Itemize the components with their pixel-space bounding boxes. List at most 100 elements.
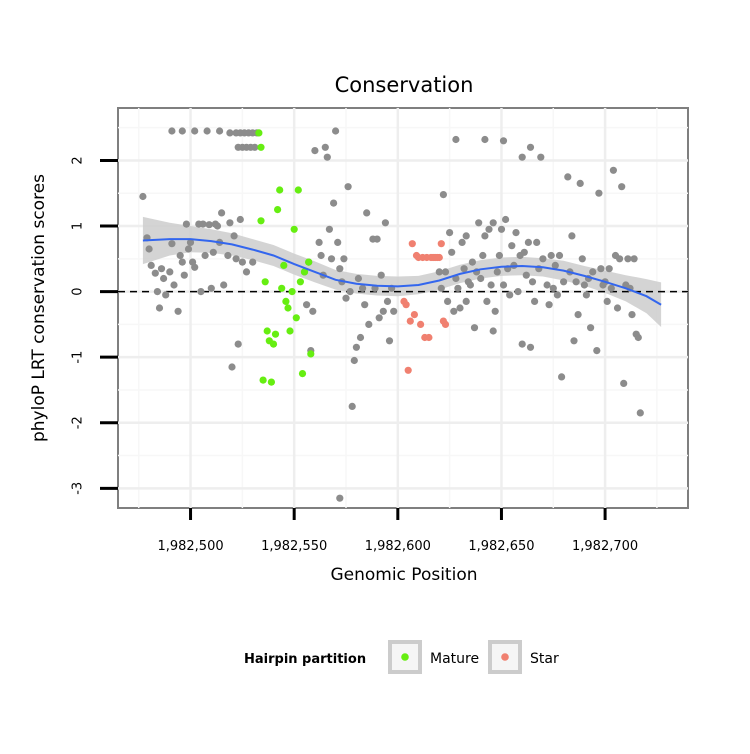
data-point-other [526, 143, 535, 151]
data-point-other [493, 268, 501, 276]
data-point-other [568, 232, 576, 240]
grid-lines [118, 108, 688, 508]
data-point-other [377, 271, 385, 279]
data-point-mature [296, 278, 304, 286]
data-point-other [147, 261, 155, 269]
data-point-other [487, 281, 495, 289]
data-point-mature [269, 340, 278, 348]
data-point-mature [307, 350, 315, 358]
data-point-mature [282, 297, 290, 305]
data-point-mature [305, 258, 313, 266]
data-point-other [216, 127, 224, 135]
data-point-other [636, 409, 644, 417]
data-point-other [230, 232, 238, 240]
data-point-other [499, 281, 508, 289]
data-point-other [582, 291, 591, 299]
data-point-other [555, 251, 564, 260]
data-point-other [553, 291, 562, 299]
x-tick-label: 1,982,550 [261, 539, 327, 554]
data-point-other [551, 261, 559, 269]
data-point-other [545, 301, 553, 309]
data-point-other [502, 215, 510, 224]
data-point-other [342, 294, 350, 302]
data-point-other [448, 248, 456, 256]
data-point-mature [267, 378, 275, 386]
data-point-other [481, 232, 489, 240]
data-point-mature [255, 129, 263, 137]
data-point-other [197, 288, 205, 296]
data-point-other [578, 255, 586, 263]
data-point-other [439, 191, 447, 199]
data-point-other [512, 229, 520, 237]
data-point-other [383, 297, 392, 305]
data-point-other [315, 238, 323, 246]
y-tick-label: 2 [71, 156, 86, 164]
data-point-other [456, 304, 464, 312]
data-point-other [162, 291, 170, 299]
data-point-mature [300, 268, 309, 276]
data-point-other [249, 258, 257, 266]
data-point-other [218, 209, 226, 217]
data-point-other [220, 281, 228, 289]
data-point-other [174, 307, 182, 315]
y-tick-label: -2 [71, 416, 86, 429]
x-tick-label: 1,982,700 [572, 539, 638, 554]
data-point-other [332, 127, 340, 135]
data-point-other [506, 291, 514, 299]
data-point-star [417, 320, 425, 328]
data-point-other [564, 173, 572, 181]
data-point-other [630, 255, 638, 263]
data-point-other [495, 251, 503, 260]
data-point-other [526, 343, 535, 351]
data-point-mature [288, 288, 296, 296]
x-tick-label: 1,982,500 [157, 539, 223, 554]
data-point-other [475, 219, 483, 227]
data-point-other [168, 240, 176, 248]
y-tick-label: -1 [71, 351, 86, 364]
data-point-other [624, 255, 632, 263]
legend: Hairpin partition Mature Star [244, 640, 559, 674]
smooth-ci-band [142, 216, 662, 327]
data-point-other [178, 127, 186, 135]
data-point-mature [261, 278, 269, 286]
data-point-other [354, 274, 362, 283]
legend-label-mature: Mature [430, 651, 479, 667]
plot-area [117, 107, 689, 509]
data-point-star [406, 317, 414, 325]
data-point-other [352, 343, 360, 351]
data-point-other [356, 333, 365, 342]
data-point-other [539, 255, 547, 263]
data-point-other [309, 307, 317, 315]
data-point-other [508, 242, 516, 250]
data-point-other [616, 255, 624, 263]
data-point-other [543, 281, 551, 289]
data-point-other [547, 251, 555, 260]
data-point-other [628, 311, 636, 319]
legend-label-star: Star [530, 651, 559, 667]
x-tick-label: 1,982,650 [468, 539, 534, 554]
data-point-other [327, 255, 336, 263]
data-point-other [166, 268, 174, 276]
data-point-star [437, 240, 445, 248]
data-point-other [446, 229, 454, 237]
y-axis-label: phyloP LRT conservation scores [29, 174, 49, 442]
data-point-other [323, 153, 331, 161]
data-point-other [381, 219, 389, 227]
data-point-mature [294, 186, 302, 194]
data-point-other [348, 402, 356, 410]
data-point-mature [257, 217, 265, 225]
data-point-other [363, 209, 371, 217]
data-point-other [634, 333, 642, 342]
data-point-other [580, 281, 589, 289]
data-point-other [236, 215, 244, 224]
data-point-other [466, 281, 474, 289]
data-point-other [531, 297, 539, 305]
data-point-other [593, 347, 601, 355]
data-point-other [549, 284, 557, 292]
data-point-other [522, 271, 530, 279]
data-point-other [499, 137, 508, 145]
data-point-other [452, 135, 460, 144]
axes: 1,982,500 1,982,550 1,982,600 1,982,650 1,98… [71, 156, 639, 554]
